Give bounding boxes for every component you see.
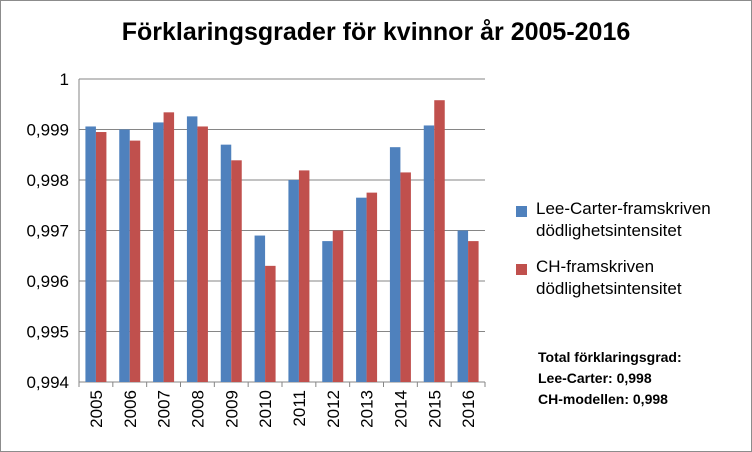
- bar-ch-2006: [129, 140, 141, 382]
- legend-label-ch-line1: CH-framskriven: [536, 257, 655, 276]
- legend-item-ch: CH-framskriven dödlighetsintensitet: [516, 256, 746, 300]
- legend-swatch-lee-carter: [516, 206, 527, 217]
- bar-ch-2005: [95, 132, 107, 382]
- x-tick-label: 2007: [155, 390, 174, 428]
- summary-heading: Total förklaringsgrad:: [538, 349, 682, 365]
- bar-ch-2013: [366, 192, 378, 382]
- bar-lee-carter-2005: [85, 126, 96, 382]
- legend-label-lee-carter-line2: dödlighetsintensitet: [536, 221, 682, 240]
- bar-lee-carter-2015: [423, 125, 435, 383]
- bar-ch-2008: [197, 126, 208, 382]
- bar-lee-carter-2013: [356, 197, 367, 382]
- bar-lee-carter-2012: [322, 241, 333, 382]
- x-tick-label: 2005: [87, 390, 106, 428]
- bar-ch-2009: [231, 160, 242, 382]
- y-tick-label: 0,996: [26, 272, 69, 291]
- bar-ch-2016: [468, 241, 479, 382]
- x-tick-label: 2014: [391, 390, 410, 428]
- bar-ch-2011: [298, 170, 310, 382]
- x-tick-label: 2015: [425, 390, 444, 428]
- bar-ch-2014: [400, 172, 411, 382]
- summary-ch: CH-modellen: 0,998: [538, 391, 668, 407]
- y-tick-label: 1: [60, 70, 69, 89]
- x-tick-label: 2011: [290, 390, 309, 427]
- summary-box: Total förklaringsgrad: Lee-Carter: 0,998…: [538, 347, 748, 410]
- summary-lee-carter: Lee-Carter: 0,998: [538, 370, 652, 386]
- y-tick-label: 0,995: [26, 323, 69, 342]
- bar-ch-2015: [434, 100, 445, 383]
- bar-lee-carter-2011: [288, 180, 299, 382]
- legend-swatch-ch: [516, 264, 527, 275]
- y-tick-label: 0,994: [26, 373, 69, 392]
- bar-lee-carter-2010: [254, 235, 266, 382]
- bar-lee-carter-2007: [153, 122, 164, 383]
- bar-lee-carter-2006: [119, 129, 130, 382]
- legend-label-ch-line2: dödlighetsintensitet: [536, 279, 682, 298]
- legend-item-lee-carter: Lee-Carter-framskriven dödlighetsintensi…: [516, 198, 746, 242]
- bar-lee-carter-2009: [220, 144, 232, 382]
- y-tick-label: 0,997: [26, 222, 69, 241]
- bar-lee-carter-2016: [457, 230, 469, 382]
- chart-title: Förklaringsgrader för kvinnor år 2005-20…: [121, 18, 631, 46]
- x-tick-label: 2010: [256, 390, 275, 428]
- x-tick-label: 2008: [188, 390, 207, 428]
- bar-ch-2007: [163, 112, 175, 382]
- x-tick-label: 2016: [459, 390, 478, 428]
- legend: Lee-Carter-framskriven dödlighetsintensi…: [516, 198, 746, 314]
- x-tick-label: 2013: [358, 390, 377, 428]
- bar-ch-2010: [265, 265, 276, 382]
- legend-label-lee-carter-line1: Lee-Carter-framskriven: [536, 199, 711, 218]
- bar-lee-carter-2008: [186, 116, 198, 383]
- y-tick-label: 0,999: [26, 121, 69, 140]
- x-tick-label: 2009: [222, 390, 241, 428]
- bar-lee-carter-2014: [389, 147, 401, 382]
- y-tick-label: 0,998: [26, 171, 69, 190]
- x-tick-label: 2006: [121, 390, 140, 428]
- x-tick-label: 2012: [324, 390, 343, 428]
- bar-ch-2012: [332, 230, 344, 382]
